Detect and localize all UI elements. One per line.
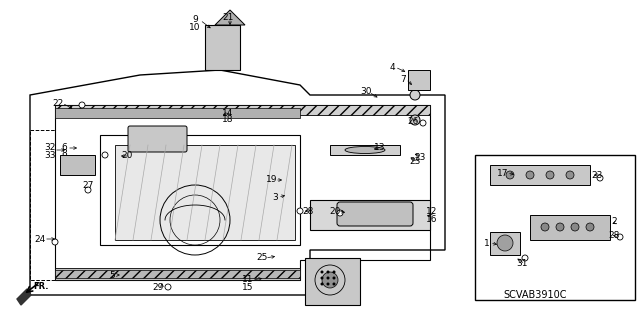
Circle shape [326, 277, 330, 279]
Text: 15: 15 [243, 283, 253, 292]
Circle shape [321, 277, 323, 279]
Circle shape [522, 255, 528, 261]
Text: 21: 21 [222, 13, 234, 23]
Text: 12: 12 [426, 207, 438, 217]
Circle shape [326, 271, 330, 273]
Text: 14: 14 [222, 108, 234, 117]
Polygon shape [310, 200, 430, 230]
Circle shape [333, 271, 335, 273]
Text: 28: 28 [608, 232, 620, 241]
Circle shape [333, 283, 335, 286]
Polygon shape [55, 105, 430, 115]
Ellipse shape [345, 146, 385, 153]
Circle shape [541, 223, 549, 231]
Text: 31: 31 [516, 259, 528, 269]
FancyBboxPatch shape [128, 126, 187, 152]
Text: 23: 23 [410, 158, 420, 167]
Circle shape [322, 272, 338, 288]
Text: 3: 3 [272, 192, 278, 202]
Circle shape [566, 171, 574, 179]
Polygon shape [17, 289, 31, 305]
Circle shape [506, 171, 514, 179]
Text: 5: 5 [109, 271, 115, 279]
Text: 29: 29 [152, 284, 164, 293]
Polygon shape [305, 258, 360, 305]
Circle shape [546, 171, 554, 179]
Text: 33: 33 [44, 151, 56, 160]
Polygon shape [490, 165, 590, 185]
Circle shape [52, 239, 58, 245]
Text: 27: 27 [83, 182, 93, 190]
Text: 16: 16 [426, 214, 438, 224]
Circle shape [526, 171, 534, 179]
Circle shape [410, 90, 420, 100]
Circle shape [321, 271, 323, 273]
Circle shape [85, 187, 91, 193]
Circle shape [165, 284, 171, 290]
Circle shape [333, 277, 335, 279]
Text: 20: 20 [122, 152, 132, 160]
Text: 19: 19 [266, 175, 278, 184]
Circle shape [497, 235, 513, 251]
Circle shape [617, 234, 623, 240]
Text: 22: 22 [52, 99, 63, 108]
Text: 28: 28 [302, 206, 314, 216]
Circle shape [79, 102, 85, 108]
Text: 17: 17 [497, 168, 509, 177]
Circle shape [102, 152, 108, 158]
Text: 18: 18 [222, 115, 234, 124]
Circle shape [410, 115, 420, 125]
Circle shape [556, 223, 564, 231]
Circle shape [321, 283, 323, 286]
Circle shape [297, 208, 303, 214]
Polygon shape [55, 270, 300, 278]
Text: 32: 32 [44, 144, 56, 152]
Circle shape [571, 223, 579, 231]
Polygon shape [60, 155, 95, 175]
Text: 23: 23 [414, 152, 426, 161]
Text: 2: 2 [611, 218, 617, 226]
Circle shape [586, 223, 594, 231]
Text: 24: 24 [35, 234, 45, 243]
Polygon shape [330, 145, 400, 155]
Text: 8: 8 [61, 150, 67, 159]
Polygon shape [215, 10, 245, 25]
Circle shape [326, 283, 330, 286]
Text: 26: 26 [407, 116, 419, 125]
Text: 13: 13 [374, 143, 386, 152]
Text: 4: 4 [389, 63, 395, 71]
Text: 1: 1 [484, 239, 490, 248]
Text: 11: 11 [243, 276, 253, 285]
Circle shape [597, 175, 603, 181]
Circle shape [337, 210, 343, 216]
Text: FR.: FR. [33, 282, 49, 291]
Polygon shape [408, 70, 430, 90]
Text: 7: 7 [400, 75, 406, 84]
Polygon shape [530, 215, 610, 240]
Text: 9: 9 [192, 16, 198, 25]
Text: 6: 6 [61, 143, 67, 152]
Polygon shape [55, 108, 300, 118]
Polygon shape [115, 145, 295, 240]
FancyBboxPatch shape [337, 202, 413, 226]
Text: 30: 30 [360, 87, 372, 97]
Polygon shape [55, 268, 300, 280]
Polygon shape [490, 232, 520, 255]
Text: 10: 10 [189, 23, 201, 32]
Text: 20: 20 [330, 206, 340, 216]
Text: 23: 23 [591, 170, 603, 180]
Polygon shape [205, 25, 240, 70]
Text: 25: 25 [256, 254, 268, 263]
Circle shape [420, 120, 426, 126]
Text: SCVAB3910C: SCVAB3910C [503, 290, 567, 300]
